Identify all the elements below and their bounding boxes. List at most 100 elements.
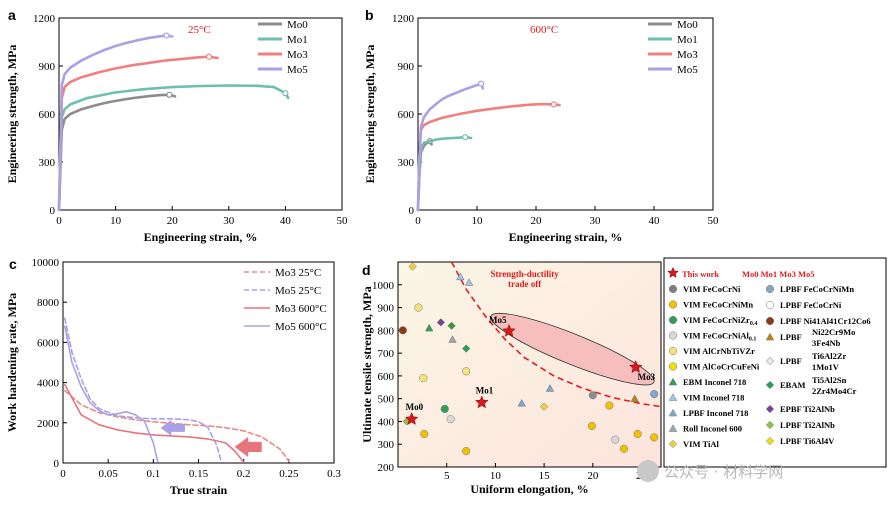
legend-entry: EPBF Ti2AlNb <box>780 404 835 414</box>
legend-box <box>663 257 887 468</box>
legend-entry: Roll Inconel 600 <box>683 424 742 434</box>
watermark: 公众号 · 材料学网 <box>637 460 783 482</box>
legend-marker <box>765 300 775 310</box>
series-line-mo5 <box>416 82 485 212</box>
this-work-label: Mo0 <box>406 402 424 412</box>
y-tick-label: 0 <box>50 205 56 217</box>
y-axis-label: Engineering strength, MPa <box>363 45 377 184</box>
literature-point <box>462 344 471 353</box>
literature-point <box>462 447 471 456</box>
legend-entry: VIM FeCoCrNiAl0.1 <box>683 331 756 343</box>
legend-marker <box>765 420 775 430</box>
legend-marker <box>765 380 775 390</box>
legend-entry-line: 3Fe4Nb <box>812 338 841 348</box>
literature-point <box>539 402 549 411</box>
panel-label: b <box>365 7 374 23</box>
literature-point <box>588 391 597 400</box>
x-tick-label: 0.3 <box>327 468 341 480</box>
legend-entry: VIM Inconel 718 <box>683 393 744 403</box>
literature-point <box>630 394 639 402</box>
legend-entry: LPBF FeCoCrNiMn <box>780 284 854 294</box>
legend-label: Mo0 <box>287 19 308 31</box>
legend-entry: LPBF Ti2AlNb <box>780 420 835 430</box>
legend-marker <box>765 316 775 326</box>
legend-label: Mo5 600°C <box>275 321 327 333</box>
x-tick-label: 0.05 <box>99 468 119 480</box>
literature-point <box>464 278 474 286</box>
legend-this-work: This work <box>682 269 719 279</box>
arrow-mo5 <box>160 419 185 436</box>
y-tick-label: 600 <box>398 109 415 121</box>
series-line-mo3-600-c <box>64 383 245 463</box>
temperature-annotation: 600°C <box>530 24 558 36</box>
legend-label: Mo5 <box>677 64 698 76</box>
legend-entry: LPBF <box>780 356 802 366</box>
series-line-mo3 <box>57 55 219 212</box>
x-tick-label: 10 <box>490 470 502 482</box>
x-tick-label: 40 <box>280 215 292 227</box>
legend-marker <box>668 362 678 371</box>
legend-entry: VIM FeCoCrNiZr0.4 <box>683 315 757 327</box>
literature-point <box>414 303 423 312</box>
literature-point <box>420 429 429 439</box>
y-tick-label: 1000 <box>372 280 395 292</box>
y-tick-label: 0 <box>54 458 60 470</box>
y-tick-label: 8000 <box>37 297 60 309</box>
legend-marker <box>765 284 775 294</box>
watermark-text: 公众号 · 材料学网 <box>664 463 783 481</box>
y-tick-label: 200 <box>378 462 395 474</box>
legend-entry: VIM AlCoCrCuFeNi <box>683 362 760 372</box>
fracture-marker <box>163 32 170 39</box>
x-tick-label: 30 <box>223 215 235 227</box>
legend-label: Mo3 25°C <box>275 267 321 279</box>
series-line-mo5-25-c <box>64 317 222 462</box>
y-tick-label: 800 <box>378 325 395 337</box>
y-tick-label: 1200 <box>33 13 56 25</box>
y-tick-label: 700 <box>378 348 395 360</box>
legend-marker <box>668 284 678 294</box>
y-tick-label: 4000 <box>37 378 60 390</box>
x-tick-label: 50 <box>708 215 720 227</box>
y-tick-label: 500 <box>378 394 395 406</box>
panel-d: 5101520252003004005006007008009001000Uni… <box>360 261 662 496</box>
legend-entry: VIM TiAl <box>683 439 719 449</box>
y-tick-label: 400 <box>378 416 395 428</box>
legend-marker <box>668 315 678 325</box>
series-line-mo1 <box>57 84 290 212</box>
legend-entry: LPBF Inconel 718 <box>683 408 748 418</box>
legend-label: Mo3 600°C <box>275 303 327 315</box>
x-axis-label: Engineering strain, % <box>144 230 258 244</box>
literature-point <box>633 429 642 439</box>
panel-b: 0 10 20 30 40 50 0 300 600 900 1200 Engineering str… <box>363 7 719 244</box>
legend-star <box>667 266 679 278</box>
plot-frame <box>58 17 343 211</box>
legend-marker <box>668 346 678 356</box>
literature-point <box>605 401 614 410</box>
x-tick-label: 20 <box>531 215 543 227</box>
this-work-label: Mo1 <box>476 386 494 396</box>
literature-point <box>448 335 457 343</box>
x-tick-label: 0 <box>60 468 66 480</box>
x-tick-label: 10 <box>110 215 122 227</box>
legend-marker <box>668 377 678 386</box>
x-tick-label: 20 <box>587 470 599 482</box>
panel-label: a <box>8 7 16 23</box>
literature-point <box>650 390 659 399</box>
this-work-label: Mo5 <box>489 315 507 325</box>
x-tick-label: 50 <box>337 215 349 227</box>
x-axis-label: Uniform elongation, % <box>470 482 588 496</box>
panel-label: d <box>362 262 371 278</box>
legend-entry-line: 2Zr4Mo4Cr <box>812 386 857 396</box>
this-work-star <box>502 323 516 337</box>
y-tick-label: 900 <box>39 61 56 73</box>
fracture-marker <box>550 101 557 108</box>
panel-label: c <box>9 256 17 272</box>
legend-marker <box>668 408 678 417</box>
trade-off-curve <box>450 261 662 408</box>
x-tick-label: 0.25 <box>279 468 299 480</box>
arrow-mo3 <box>234 436 262 457</box>
trade-off-label: trade off <box>508 279 542 289</box>
x-tick-label: 30 <box>590 215 602 227</box>
series-line-mo3 <box>416 102 561 212</box>
